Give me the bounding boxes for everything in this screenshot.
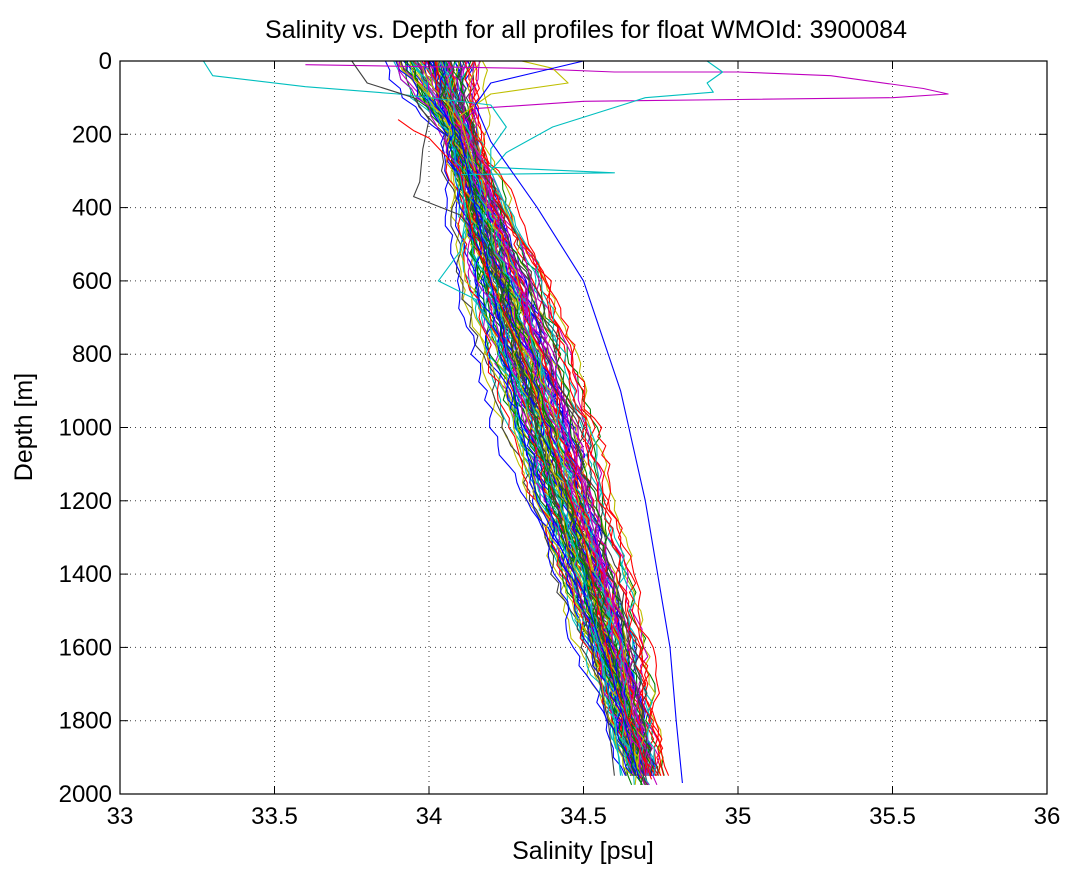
x-tick-label: 33.5	[251, 803, 298, 830]
outlier-profile-line	[474, 61, 683, 784]
axis-ticks: 33 33.5 34 34.5 35 35.5 36 0 200 400 600 800 1000 120…	[59, 48, 1061, 830]
x-tick-label: 35	[725, 803, 752, 830]
chart-title: Salinity vs. Depth for all profiles for …	[265, 16, 907, 44]
profile-line	[432, 61, 630, 776]
x-tick-label: 34.5	[560, 803, 607, 830]
x-tick-label: 36	[1034, 803, 1061, 830]
outlier-profile-line	[351, 61, 615, 776]
x-tick-label: 34	[416, 803, 443, 830]
y-tick-label: 600	[72, 268, 112, 295]
profile-line	[433, 61, 657, 776]
profile-line	[400, 61, 628, 776]
outlier-profile-line	[305, 64, 949, 776]
y-tick-label: 1200	[59, 488, 112, 515]
outlier-profile-line	[459, 61, 569, 172]
x-axis-label: Salinity [psu]	[512, 837, 654, 865]
profile-line	[413, 61, 636, 776]
y-tick-label: 0	[99, 48, 112, 75]
profile-line	[438, 61, 637, 776]
x-tick-label: 33	[107, 803, 134, 830]
profile-line	[441, 61, 633, 777]
x-tick-label: 35.5	[869, 803, 916, 830]
profile-line	[415, 61, 636, 776]
outlier-profile-line	[428, 97, 640, 780]
y-tick-label: 200	[72, 121, 112, 148]
profile-line	[449, 61, 641, 777]
profile-line	[446, 61, 652, 776]
y-tick-label: 400	[72, 195, 112, 222]
y-tick-label: 1800	[59, 708, 112, 735]
outlier-profile-line	[397, 119, 653, 780]
profile-line	[449, 61, 647, 776]
y-tick-label: 1600	[59, 634, 112, 661]
profile-line	[460, 61, 653, 776]
profile-lines	[202, 61, 949, 786]
y-tick-label: 800	[72, 341, 112, 368]
profile-line	[384, 61, 626, 776]
profile-line	[446, 61, 642, 776]
y-axis-label: Depth [m]	[10, 373, 38, 481]
y-tick-label: 2000	[59, 781, 112, 808]
profile-line	[447, 61, 638, 785]
y-tick-label: 1000	[59, 415, 112, 442]
profile-line	[444, 61, 650, 776]
profile-line	[464, 61, 670, 776]
outlier-profile-line	[490, 61, 724, 245]
outlier-profile-line	[202, 61, 622, 776]
y-tick-label: 1400	[59, 561, 112, 588]
profile-line	[427, 61, 665, 776]
profile-line	[419, 61, 645, 776]
